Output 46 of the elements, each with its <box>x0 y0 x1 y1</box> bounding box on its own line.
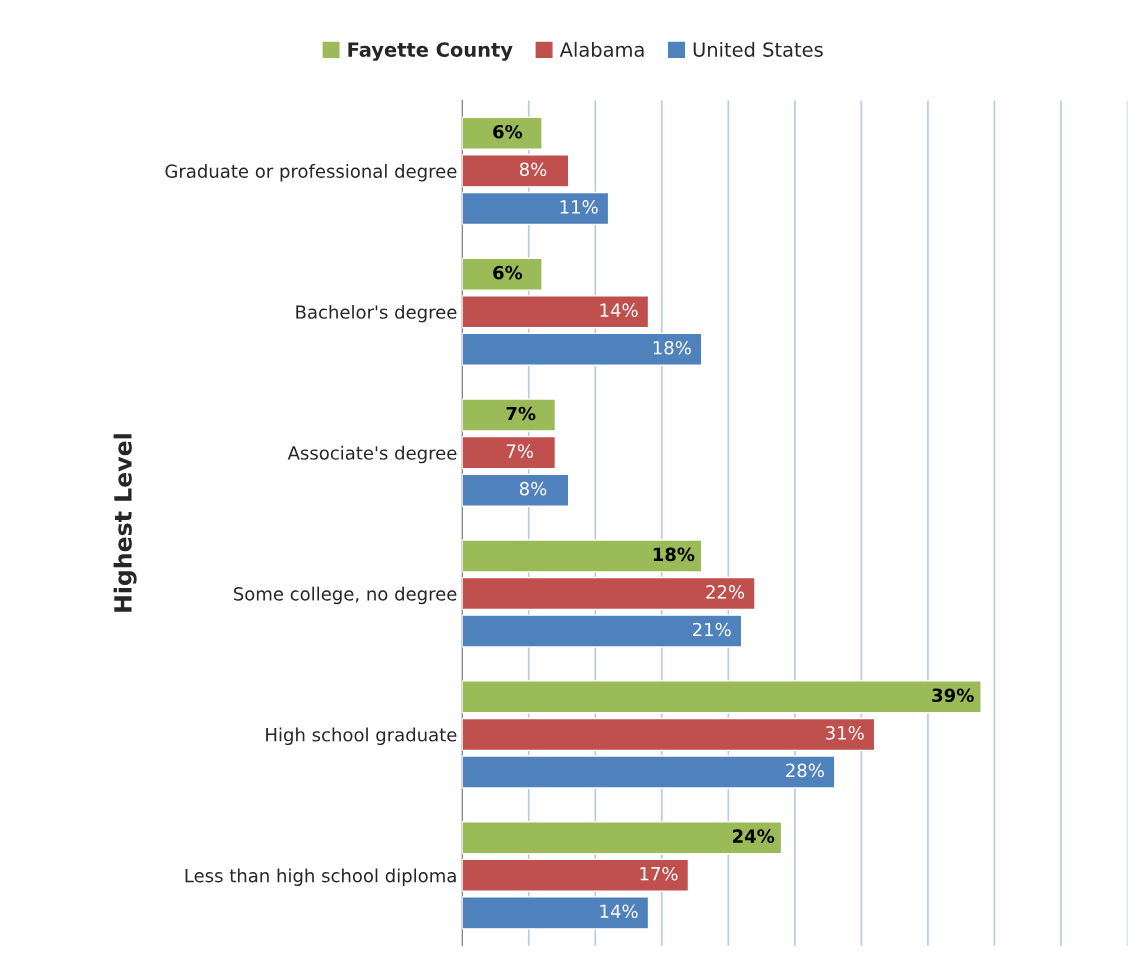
bar <box>462 755 836 789</box>
bar <box>462 295 650 329</box>
bar <box>462 116 543 150</box>
legend-label: Fayette County <box>348 42 513 61</box>
bar <box>462 896 650 930</box>
bar <box>462 680 982 714</box>
y-tick-label: Some college, no degree <box>233 586 457 605</box>
data-label: 22% <box>706 585 745 599</box>
bar <box>462 539 703 573</box>
legend-label: United States <box>693 41 823 57</box>
data-label: 14% <box>600 303 638 317</box>
data-label: 28% <box>786 763 824 778</box>
bar <box>462 473 570 507</box>
bar <box>462 154 570 188</box>
y-tick-label: Associate's degree <box>287 445 457 464</box>
y-tick-label: High school graduate <box>266 727 457 746</box>
data-label: 8% <box>519 162 547 177</box>
data-label: 6% <box>493 124 523 139</box>
bar <box>462 858 690 892</box>
data-label: 7% <box>506 444 534 458</box>
data-label: 21% <box>692 622 731 637</box>
legend-label: Alabama <box>559 41 644 57</box>
data-label: 11% <box>560 200 598 214</box>
data-label: 31% <box>826 726 864 740</box>
bar <box>462 332 703 366</box>
bar <box>462 614 743 648</box>
data-label: 7% <box>506 406 536 421</box>
bar <box>462 191 610 226</box>
data-label: 6% <box>493 265 523 280</box>
y-tick-label: Graduate or professional degree <box>165 164 457 182</box>
data-label: 39% <box>932 688 974 703</box>
data-label: 17% <box>640 866 678 881</box>
bar <box>462 821 783 855</box>
data-label: 18% <box>653 340 691 355</box>
data-label: 24% <box>732 829 775 843</box>
data-label: 8% <box>519 481 547 496</box>
data-label: 14% <box>600 904 638 919</box>
y-tick-label: Less than high school diploma <box>185 868 456 886</box>
bar <box>462 435 557 470</box>
bar <box>462 576 756 611</box>
y-axis-title: Highest Level <box>113 434 137 612</box>
data-label: 18% <box>653 547 695 562</box>
y-tick-label: Bachelor's degree <box>296 304 457 323</box>
bar <box>462 257 543 291</box>
bar <box>462 398 557 432</box>
bar <box>462 717 876 752</box>
